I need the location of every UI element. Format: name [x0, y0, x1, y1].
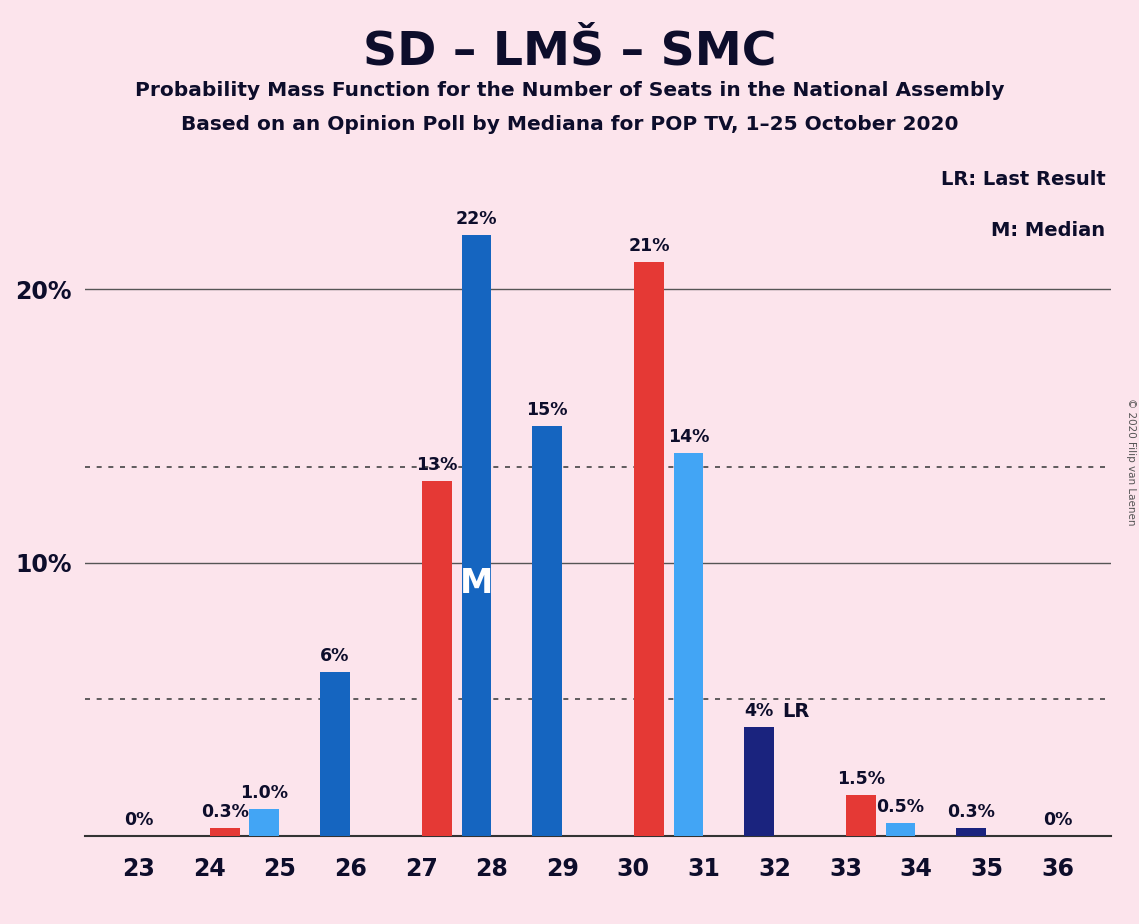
- Text: 0.3%: 0.3%: [200, 803, 248, 821]
- Text: 1.0%: 1.0%: [240, 784, 288, 802]
- Text: Probability Mass Function for the Number of Seats in the National Assembly: Probability Mass Function for the Number…: [134, 81, 1005, 101]
- Text: 1.5%: 1.5%: [837, 771, 885, 788]
- Text: © 2020 Filip van Laenen: © 2020 Filip van Laenen: [1126, 398, 1136, 526]
- Bar: [634, 261, 664, 836]
- Text: 15%: 15%: [526, 401, 568, 419]
- Text: 21%: 21%: [628, 237, 670, 255]
- Text: M: M: [460, 567, 493, 600]
- Bar: [210, 828, 239, 836]
- Text: 22%: 22%: [456, 210, 497, 227]
- Text: 4%: 4%: [745, 702, 773, 720]
- Text: 0%: 0%: [1043, 811, 1072, 830]
- Bar: [249, 808, 279, 836]
- Bar: [673, 454, 703, 836]
- Text: SD – LMŠ – SMC: SD – LMŠ – SMC: [362, 30, 777, 75]
- Text: LR: Last Result: LR: Last Result: [941, 170, 1105, 188]
- Bar: [846, 796, 876, 836]
- Text: 0%: 0%: [124, 811, 153, 830]
- Bar: [320, 672, 350, 836]
- Text: Based on an Opinion Poll by Mediana for POP TV, 1–25 October 2020: Based on an Opinion Poll by Mediana for …: [181, 115, 958, 134]
- Bar: [532, 426, 562, 836]
- Text: 14%: 14%: [667, 429, 710, 446]
- Bar: [421, 480, 452, 836]
- Bar: [886, 822, 916, 836]
- Bar: [744, 727, 775, 836]
- Text: 0.3%: 0.3%: [948, 803, 995, 821]
- Text: 13%: 13%: [416, 456, 458, 474]
- Text: LR: LR: [782, 702, 810, 722]
- Bar: [957, 828, 986, 836]
- Text: M: Median: M: Median: [991, 221, 1105, 240]
- Bar: [461, 235, 491, 836]
- Text: 6%: 6%: [320, 648, 350, 665]
- Text: 0.5%: 0.5%: [877, 797, 925, 816]
